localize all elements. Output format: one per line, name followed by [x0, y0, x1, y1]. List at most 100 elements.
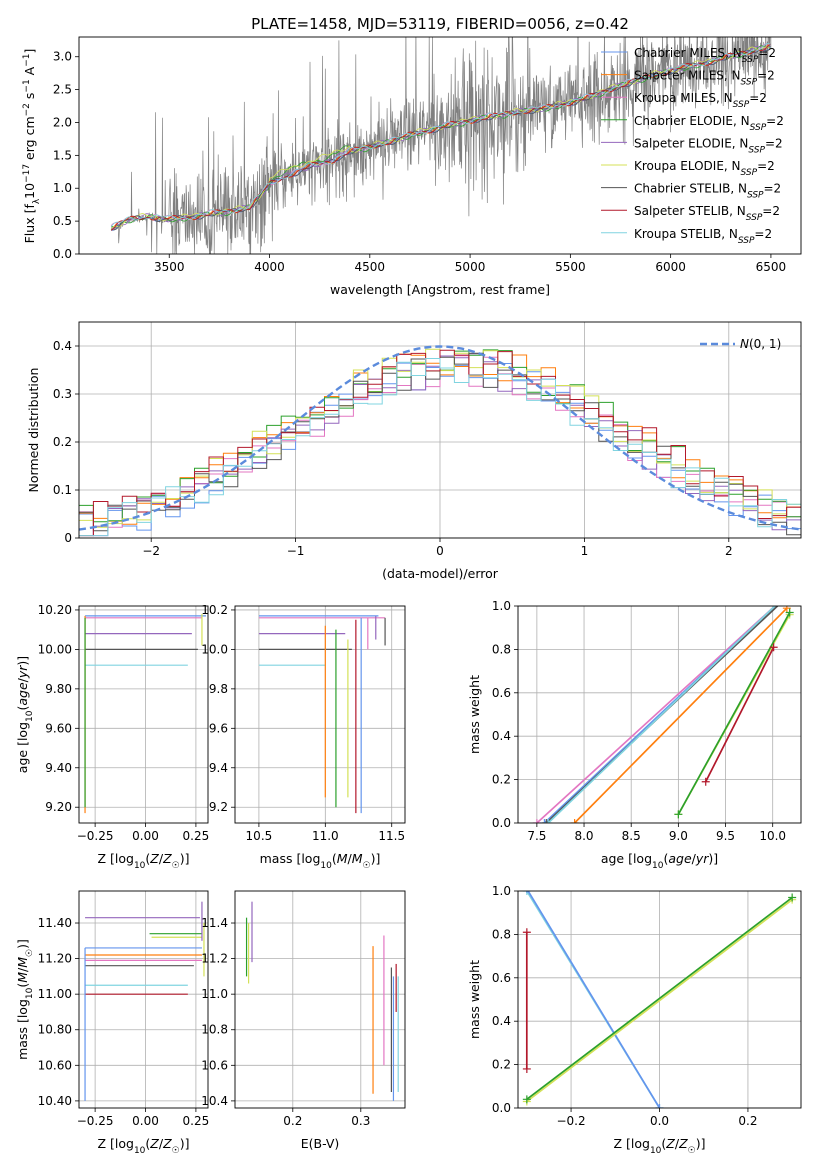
- x-tick-label: 6000: [655, 260, 686, 274]
- plot-area: [518, 891, 801, 1108]
- x-tick-label: 0.2: [738, 1114, 757, 1128]
- y-tick-label: 10.0: [201, 642, 228, 656]
- y-tick-label: 0.8: [492, 642, 511, 656]
- series-line-chabrier_elodie: [526, 896, 793, 1100]
- y-tick-label: 9.60: [45, 721, 72, 735]
- x-axis-label: Z [log10(Z/Z☉)]: [97, 851, 189, 871]
- y-tick-label: 9.20: [45, 800, 72, 814]
- y-tick-label: 10.4: [201, 1094, 228, 1108]
- series-marker-salpeter_miles: [782, 606, 791, 613]
- series-marker-kroupa_miles: [532, 819, 541, 823]
- legend-label: Chabrier MILES, NSSP=2: [634, 46, 776, 65]
- x-axis-label: Z [log10(Z/Z☉)]: [97, 1136, 189, 1156]
- plots-layer: 3500 4000 4500 5000 5500 6000 6500 0.0 0.5 1.0 1.5…: [15, 36, 802, 1156]
- legend-label: Kroupa MILES, NSSP=2: [634, 91, 767, 110]
- y-tick-label: 10.8: [201, 1023, 228, 1037]
- series-marker-kroupa_miles: [783, 591, 791, 599]
- plot-area: [79, 322, 801, 538]
- x-tick-label: 9.5: [716, 829, 735, 843]
- y-tick-label: 1.5: [53, 148, 72, 162]
- x-tick-label: −2: [142, 544, 160, 558]
- series-marker-chabrier_stelib: [778, 598, 786, 606]
- y-tick-label: 0.4: [53, 339, 72, 353]
- y-tick-label: 0.6: [492, 971, 511, 985]
- plot-area: [518, 591, 801, 823]
- series-line-kroupa_stelib: [547, 606, 777, 823]
- series-line-chabrier_miles: [527, 891, 661, 1108]
- x-tick-label: 9.0: [669, 829, 688, 843]
- series-line-chabrier_elodie: [677, 612, 791, 815]
- y-tick-label: 3.0: [53, 50, 72, 64]
- y-tick-label: 0.1: [53, 483, 72, 497]
- x-tick-label: 5000: [455, 260, 486, 274]
- y-tick-label: 0.2: [492, 773, 511, 787]
- axes-frame: [517, 890, 802, 1109]
- panel-mass_vs_ebv: 0.2 0.3 10.4 10.6 10.8 11.0 11.2 11.4 E(B-V): [201, 890, 406, 1151]
- plot-area: [235, 606, 405, 823]
- y-axis-label: mass weight: [467, 960, 482, 1039]
- y-tick-label: 0.0: [492, 1101, 511, 1115]
- x-tick-label: 11.5: [378, 829, 405, 843]
- series-marker-kroupa_stelib: [780, 593, 788, 601]
- model-line-kroupa_stelib: [110, 43, 771, 228]
- y-tick-label: 9.40: [45, 761, 72, 775]
- legend-label: Chabrier ELODIE, NSSP=2: [634, 114, 784, 133]
- y-axis-label: mass weight: [467, 675, 482, 754]
- y-tick-label: 10.2: [201, 603, 228, 617]
- model-line-kroupa_elodie: [110, 46, 771, 229]
- x-tick-label: 0.00: [132, 1114, 159, 1128]
- panel-age_vs_Z: −0.25 0.00 0.25 9.20 9.40 9.60 9.80 10.00 10.20 Z…: [15, 603, 209, 871]
- y-tick-label: 0.2: [492, 1058, 511, 1072]
- y-tick-label: 2.0: [53, 115, 72, 129]
- panel-residuals: −2 −1 0 1 2 0 0.1 0.2 0.3 0.4 N(0, 1) (data-model)/…: [26, 321, 802, 581]
- x-tick-label: 2: [725, 544, 733, 558]
- legend-label: Salpeter MILES, NSSP=2: [634, 69, 775, 88]
- legend-label: Kroupa STELIB, NSSP=2: [634, 227, 772, 246]
- x-axis-label: E(B-V): [301, 1136, 340, 1151]
- y-tick-label: 11.0: [201, 987, 228, 1001]
- x-tick-label: 0.25: [183, 1114, 210, 1128]
- y-tick-label: 11.00: [38, 987, 72, 1001]
- series-marker-chabrier_miles: [526, 891, 528, 893]
- legend-label: Salpeter ELODIE, NSSP=2: [634, 136, 783, 155]
- x-axis-label: wavelength [Angstrom, rest frame]: [330, 282, 550, 297]
- y-tick-label: 0.0: [492, 816, 511, 830]
- y-tick-label: 0: [64, 531, 72, 545]
- x-tick-label: 3500: [154, 260, 185, 274]
- x-tick-label: 11.0: [312, 829, 339, 843]
- series-marker-salpeter_miles: [570, 819, 579, 823]
- y-tick-label: 9.8: [209, 682, 228, 696]
- x-tick-label: −0.25: [77, 1114, 114, 1128]
- x-tick-label: −1: [287, 544, 305, 558]
- y-tick-label: 0.0: [53, 247, 72, 261]
- axes-frame: [517, 605, 802, 824]
- y-tick-label: 2.5: [53, 83, 72, 97]
- x-tick-label: −0.2: [556, 1114, 585, 1128]
- y-axis-label: Normed distribution: [26, 368, 41, 493]
- series-marker-chabrier_miles: [540, 819, 549, 823]
- y-tick-label: 10.60: [38, 1058, 72, 1072]
- plot-area: [79, 891, 208, 1108]
- plot-area: [79, 606, 208, 823]
- histogram-kroupa_stelib: [79, 358, 801, 537]
- x-tick-label: 0.3: [351, 1114, 370, 1128]
- series-line-salpeter_miles: [573, 607, 788, 823]
- x-tick-label: 0.25: [183, 829, 210, 843]
- x-tick-label: 1: [581, 544, 589, 558]
- x-tick-label: −0.25: [77, 829, 114, 843]
- x-axis-label: (data-model)/error: [382, 566, 499, 581]
- x-tick-label: 0.00: [132, 829, 159, 843]
- x-tick-label: 0: [436, 544, 444, 558]
- x-tick-label: 8.5: [622, 829, 641, 843]
- model-line-salpeter_elodie: [110, 45, 771, 230]
- y-tick-label: 9.80: [45, 682, 72, 696]
- plot-area: [235, 891, 405, 1108]
- legend-label: N(0, 1): [740, 337, 781, 351]
- y-tick-label: 0.2: [53, 435, 72, 449]
- plot-area: [110, 37, 772, 254]
- legend-label: Salpeter STELIB, NSSP=2: [634, 204, 780, 223]
- y-tick-label: 10.00: [38, 642, 72, 656]
- y-tick-label: 1.0: [492, 599, 511, 613]
- x-tick-label: 5500: [555, 260, 586, 274]
- axes-frame: [78, 36, 802, 255]
